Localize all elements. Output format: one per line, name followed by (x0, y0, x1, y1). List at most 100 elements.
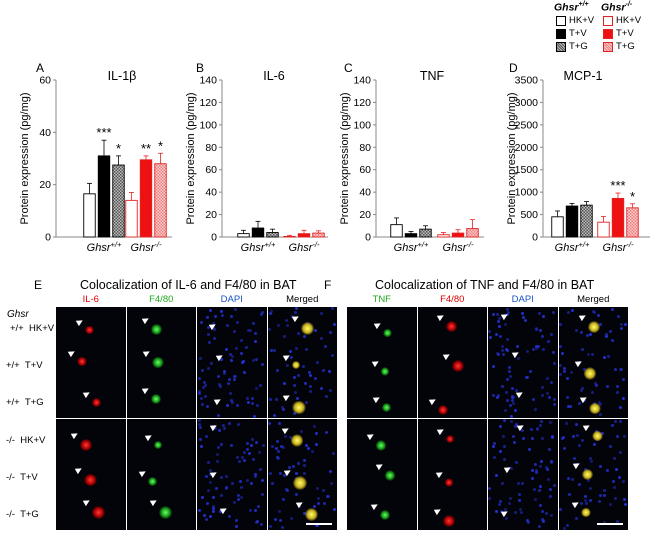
nucleus-dot (207, 460, 211, 464)
nucleus-dot (571, 434, 575, 438)
nucleus-dot (535, 471, 539, 475)
nucleus-dot (514, 511, 518, 515)
nucleus-dot (514, 425, 518, 429)
legend-label: HK+V (569, 15, 595, 26)
nucleus-dot (508, 370, 512, 374)
nucleus-dot (317, 496, 321, 500)
cell-signal (437, 405, 448, 416)
micrograph-tile: ▶ (126, 418, 196, 456)
micrograph-tile: ▶ (488, 344, 558, 382)
nucleus-dot (599, 465, 603, 469)
bar-t-v-1 (139, 159, 153, 238)
nucleus-dot (273, 518, 277, 522)
nucleus-dot (285, 355, 289, 359)
micrograph-tile: ▶ (558, 455, 628, 493)
nucleus-dot (496, 394, 500, 398)
nucleus-dot (200, 321, 204, 325)
micrograph-tile: ▶ (558, 381, 628, 419)
nucleus-dot (234, 524, 238, 528)
panel-letter: B (196, 61, 204, 75)
nucleus-dot (505, 337, 509, 341)
chart-title: TNF (420, 69, 445, 83)
nucleus-dot (255, 520, 259, 524)
nucleus-dot (281, 445, 285, 449)
nucleus-dot (269, 312, 273, 316)
nucleus-dot (549, 420, 553, 424)
x-tick-superscript: +/+ (579, 240, 590, 249)
arrowhead-icon: ▶ (502, 463, 513, 475)
nucleus-dot (269, 471, 273, 475)
nucleus-dot (232, 501, 236, 505)
arrowhead-icon: ▶ (70, 429, 81, 441)
nucleus-dot (228, 515, 232, 519)
nucleus-dot (528, 369, 532, 373)
nucleus-dot (603, 356, 607, 360)
nucleus-dot (492, 364, 496, 368)
arrowhead-icon: ▶ (370, 357, 381, 369)
nucleus-dot (209, 481, 213, 485)
nucleus-dot (623, 498, 627, 502)
nucleus-dot (283, 435, 287, 438)
legend-label: T+V (569, 28, 587, 39)
nucleus-dot (502, 458, 506, 462)
nucleus-dot (579, 502, 583, 506)
nucleus-dot (315, 442, 319, 446)
nucleus-dot (212, 327, 216, 331)
x-tick-superscript: -/- (626, 240, 634, 249)
micrograph-tile: ▶ (267, 418, 337, 456)
nucleus-dot (211, 507, 215, 511)
nucleus-dot (255, 358, 259, 362)
nucleus-dot (503, 508, 507, 512)
nucleus-dot (521, 311, 525, 315)
column-header: DAPI (511, 294, 534, 305)
nucleus-dot (216, 413, 220, 417)
nucleus-dot (515, 389, 519, 393)
nucleus-dot (290, 314, 294, 318)
significance-marker: * (116, 141, 121, 156)
nucleus-dot (619, 419, 623, 423)
nucleus-dot (564, 421, 568, 425)
nucleus-dot (491, 444, 495, 448)
arrowhead-icon: ▶ (571, 458, 582, 470)
nucleus-dot (214, 315, 218, 319)
nucleus-dot (200, 369, 204, 373)
cell-signal (150, 394, 161, 405)
nucleus-dot (240, 485, 244, 489)
micrograph-tile: ▶ (558, 307, 628, 344)
nucleus-dot (489, 336, 493, 340)
micrograph-tile: ▶ (488, 418, 558, 456)
arrowhead-icon: ▶ (435, 310, 446, 322)
nucleus-dot (294, 471, 298, 475)
micrograph-tile: ▶ (56, 344, 126, 382)
cell-signal (587, 321, 600, 334)
nucleus-dot (208, 340, 212, 344)
nucleus-dot (285, 323, 289, 327)
nucleus-dot (233, 374, 237, 378)
micro-panel-title: Colocalization of TNF and F4/80 in BAT (375, 278, 595, 292)
nucleus-dot (206, 404, 210, 408)
y-tick-label: 120 (199, 97, 217, 109)
nucleus-dot (567, 404, 571, 408)
nucleus-dot (283, 381, 287, 385)
x-tick-superscript: +/+ (111, 240, 122, 249)
nucleus-dot (292, 376, 296, 380)
nucleus-dot (319, 311, 323, 315)
arrowhead-icon: ▶ (141, 346, 152, 358)
nucleus-dot (322, 369, 326, 373)
nucleus-dot (247, 329, 251, 333)
nucleus-dot (303, 381, 307, 385)
nucleus-dot (512, 441, 516, 445)
nucleus-dot (534, 408, 538, 411)
nucleus-dot (581, 438, 585, 442)
micrograph-tile: ▶ (558, 493, 628, 530)
nucleus-dot (316, 524, 320, 528)
cell-signal (219, 478, 232, 491)
nucleus-dot (492, 442, 496, 446)
y-tick-label: 20 (39, 179, 51, 191)
y-tick-label: 100 (199, 119, 217, 131)
x-tick-label: Ghsr+/+ (87, 240, 122, 254)
nucleus-dot (549, 332, 553, 336)
arrowhead-icon: ▶ (214, 350, 225, 362)
nucleus-dot (257, 504, 261, 508)
nucleus-dot (328, 331, 332, 335)
